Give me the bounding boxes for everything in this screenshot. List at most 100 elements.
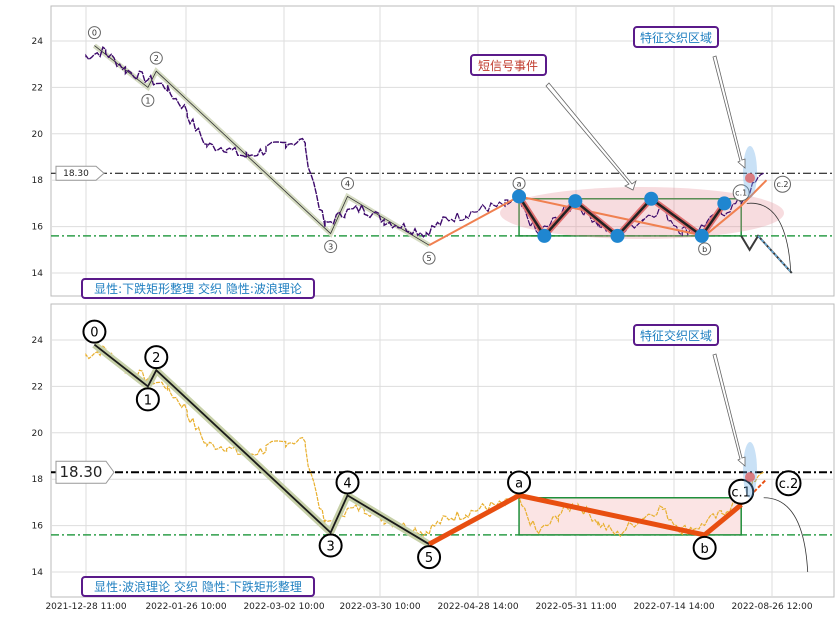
y-tick-label: 16 bbox=[32, 223, 44, 233]
y-tick-label: 20 bbox=[32, 429, 44, 439]
wave-line bbox=[93, 343, 430, 545]
wave-label-circle-c.1 bbox=[728, 478, 755, 505]
x-tick-label: 2022-03-02 10:00 bbox=[243, 602, 324, 612]
wave-label-a: a bbox=[515, 476, 523, 491]
wave-label-3: 3 bbox=[327, 540, 335, 555]
wave-label-circle-a bbox=[512, 176, 526, 190]
wave-label-2: 2 bbox=[152, 351, 160, 366]
wave-label-circle-c.1 bbox=[732, 184, 750, 202]
x-tick-label: 2022-04-28 14:00 bbox=[437, 602, 518, 612]
price-series bbox=[85, 345, 764, 538]
y-tick-label: 20 bbox=[32, 130, 44, 140]
event-point bbox=[537, 228, 552, 243]
y-tick-label: 18 bbox=[32, 176, 44, 186]
x-tick-label: 2022-05-31 11:00 bbox=[535, 602, 616, 612]
wave-label-circle-c.2 bbox=[774, 175, 792, 193]
wave-label-circle-c.2 bbox=[775, 470, 802, 497]
level-label-box bbox=[55, 460, 115, 484]
y-tick-label: 16 bbox=[32, 522, 44, 532]
wave-label-circle-2 bbox=[149, 51, 163, 65]
target-dot bbox=[745, 173, 755, 183]
wave-label-b: b bbox=[702, 245, 707, 254]
pattern-label: 显性:下跌矩形整理 交织 隐性:波浪理论 bbox=[94, 281, 302, 296]
forecast-curve bbox=[746, 202, 792, 274]
wave-label-c.2: c.2 bbox=[776, 180, 788, 189]
arrow-feature bbox=[712, 353, 746, 467]
wave-label-0: 0 bbox=[90, 326, 98, 341]
wave-label-4: 4 bbox=[345, 179, 350, 188]
y-tick-label: 14 bbox=[32, 269, 44, 279]
y-tick-label: 14 bbox=[32, 568, 44, 578]
price-series bbox=[85, 46, 447, 238]
annotation-feature: 特征交织区域 bbox=[640, 30, 712, 45]
y-tick-label: 24 bbox=[32, 336, 44, 346]
x-tick-label: 2022-03-30 10:00 bbox=[339, 602, 420, 612]
wave-label-a: a bbox=[517, 179, 522, 188]
y-tick-label: 22 bbox=[32, 382, 43, 392]
x-tick-label: 2021-12-28 11:00 bbox=[45, 602, 126, 612]
wave-label-circle-3 bbox=[324, 240, 338, 254]
wave-label-c.1: c.1 bbox=[731, 486, 751, 501]
event-point bbox=[694, 228, 709, 243]
event-point bbox=[644, 191, 659, 206]
forecast-dotted bbox=[757, 235, 793, 274]
wave-label-4: 4 bbox=[343, 476, 351, 491]
wave-label-1: 1 bbox=[145, 96, 150, 105]
x-axis: 2021-12-28 11:00 2022-01-26 10:00 2022-03-… bbox=[45, 602, 812, 612]
wave-label-2: 2 bbox=[154, 54, 159, 63]
wave-label-3: 3 bbox=[328, 243, 333, 252]
wave-label-1: 1 bbox=[144, 393, 152, 408]
y-tick-label: 22 bbox=[32, 83, 43, 93]
target-dot bbox=[745, 472, 755, 482]
wave-label-circle-4 bbox=[335, 470, 360, 495]
wave-label-circle-5 bbox=[422, 251, 436, 265]
wave-label-circle-4 bbox=[341, 176, 355, 190]
wave-label-5: 5 bbox=[427, 254, 432, 263]
event-point bbox=[717, 196, 732, 211]
wave-label-circle-0 bbox=[87, 26, 101, 40]
bottom-panel: 24 22 20 18 16 14 18.30 0 1 2 3 4 5 a b c.1 c.2 特征交织区域显性:… bbox=[32, 303, 835, 598]
annotation-box-short-signal bbox=[470, 54, 547, 76]
wave-label-circle-1 bbox=[141, 93, 155, 107]
wave-label-c.2: c.2 bbox=[779, 477, 799, 492]
event-point bbox=[512, 189, 527, 204]
wave-label-b: b bbox=[701, 542, 709, 557]
x-tick-label: 2022-07-14 14:00 bbox=[633, 602, 714, 612]
pattern-label-box bbox=[81, 278, 315, 299]
wave-label-circle-5 bbox=[417, 545, 442, 570]
y-tick-label: 24 bbox=[32, 37, 44, 47]
wave-label-circle-3 bbox=[318, 533, 343, 558]
abc-line bbox=[427, 492, 743, 547]
annotation-box-feature bbox=[633, 26, 719, 48]
target-glow bbox=[743, 146, 757, 198]
plot-area bbox=[50, 303, 835, 598]
pattern-rect bbox=[518, 198, 742, 237]
x-tick-label: 2022-01-26 10:00 bbox=[145, 602, 226, 612]
pattern-label: 显性:波浪理论 交织 隐性:下跌矩形整理 bbox=[94, 579, 302, 594]
level-label: 18.30 bbox=[60, 463, 103, 481]
wave-label-circle-b bbox=[698, 242, 712, 256]
pattern-label-box bbox=[81, 576, 315, 597]
y-tick-label: 18 bbox=[32, 475, 44, 485]
wave-label-circle-b bbox=[692, 535, 717, 560]
price-series-late bbox=[445, 172, 764, 239]
top-panel: 24 22 20 18 16 14 18.30 0 1 2 3 4 5 a b c.1 c.2 短信号事件 特征交织… bbox=[32, 5, 835, 299]
plot-area bbox=[50, 5, 835, 297]
wave-label-0: 0 bbox=[92, 29, 97, 38]
annotation-feature: 特征交织区域 bbox=[640, 328, 712, 343]
wave-line bbox=[94, 45, 430, 246]
wave-label-circle-1 bbox=[135, 387, 160, 412]
level-label-box bbox=[55, 165, 105, 181]
annotation-box-feature bbox=[633, 324, 719, 346]
event-point bbox=[610, 228, 625, 243]
wave-label-5: 5 bbox=[425, 551, 433, 566]
arrow-feature bbox=[712, 55, 746, 169]
level-label: 18.30 bbox=[63, 169, 89, 179]
arrow-short-signal bbox=[545, 82, 637, 191]
wave-label-c.1: c.1 bbox=[735, 189, 747, 198]
wave-label-circle-2 bbox=[144, 345, 169, 370]
forecast-curve bbox=[763, 497, 809, 573]
wave-label-circle-0 bbox=[82, 319, 107, 344]
target-glow bbox=[743, 442, 757, 498]
